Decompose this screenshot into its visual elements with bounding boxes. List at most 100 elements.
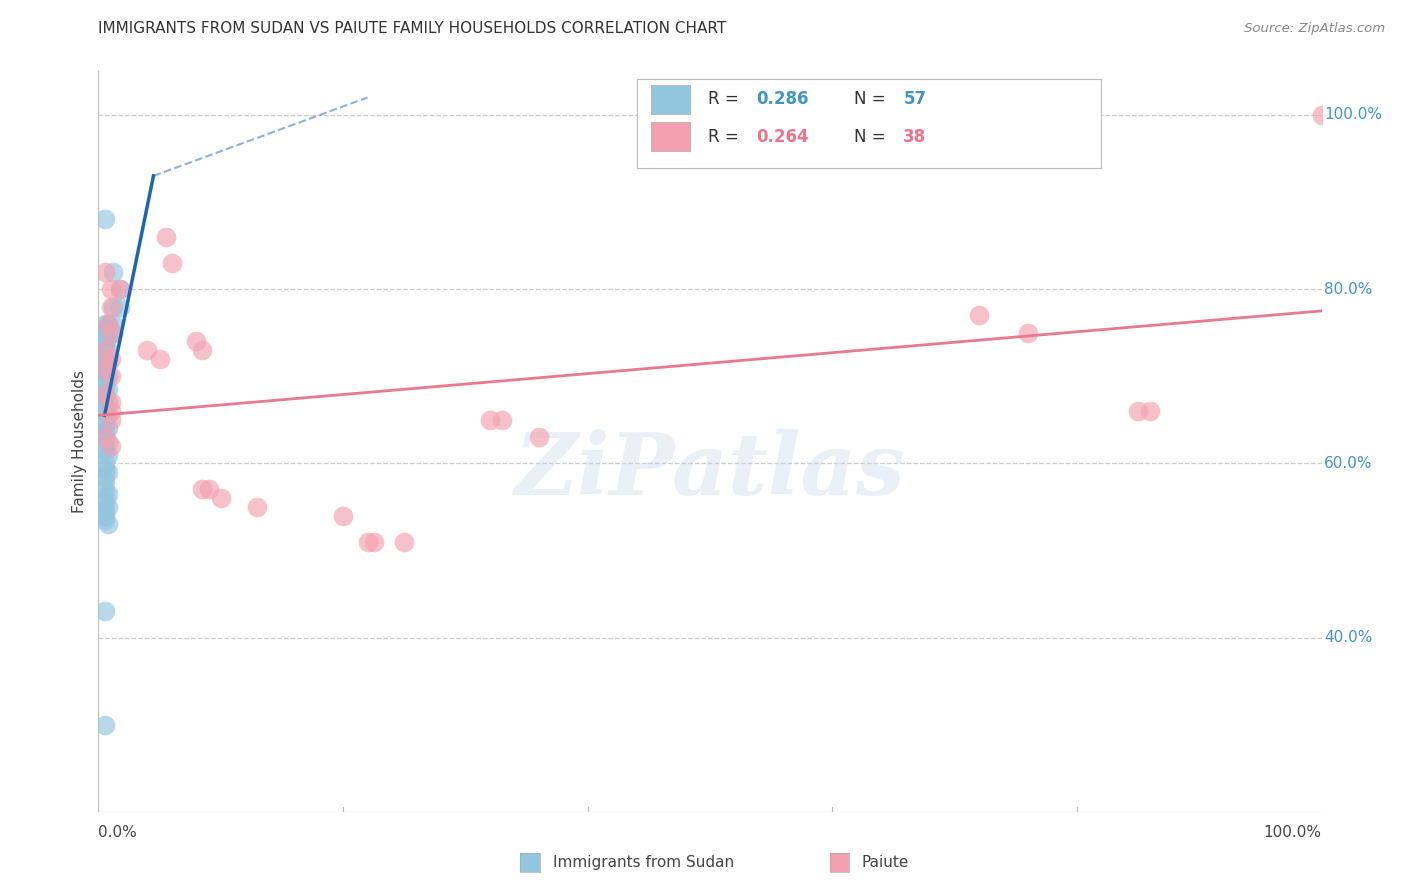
Point (97, 382, 120, 396)
Point (93, 430, 115, 444)
Point (93, 317, 115, 331)
Point (93, 430, 115, 444)
Text: N =: N = (855, 128, 891, 145)
Point (93, 391, 115, 405)
Text: 40.0%: 40.0% (1324, 630, 1372, 645)
Point (101, 317, 124, 331)
Text: 60.0%: 60.0% (1324, 456, 1372, 471)
Point (100, 326, 122, 340)
Point (1128, 404, 1150, 418)
FancyBboxPatch shape (651, 122, 690, 151)
Point (332, 508, 354, 523)
Point (93, 386, 115, 401)
Point (100, 439, 122, 453)
Point (93, 491, 115, 505)
Point (97, 487, 120, 501)
Point (363, 534, 385, 549)
Text: 100.0%: 100.0% (1264, 825, 1322, 839)
Point (155, 230, 177, 244)
Point (93, 360, 115, 375)
Point (136, 343, 159, 357)
Text: IMMIGRANTS FROM SUDAN VS PAIUTE FAMILY HOUSEHOLDS CORRELATION CHART: IMMIGRANTS FROM SUDAN VS PAIUTE FAMILY H… (98, 21, 727, 36)
Point (101, 265, 124, 279)
Point (149, 351, 172, 366)
Point (1017, 326, 1039, 340)
Point (100, 404, 122, 418)
Point (100, 369, 122, 384)
Point (97, 465, 120, 479)
Point (97, 409, 120, 423)
Point (93, 386, 115, 401)
Point (356, 534, 378, 549)
Point (93, 439, 115, 453)
Text: 38: 38 (903, 128, 927, 145)
Point (93, 321, 115, 335)
Point (191, 483, 214, 497)
Point (93, 326, 115, 340)
Text: R =: R = (707, 128, 744, 145)
Point (93, 365, 115, 379)
Text: 0.286: 0.286 (756, 90, 808, 109)
Point (100, 395, 122, 409)
Point (97, 395, 120, 409)
Point (392, 534, 416, 549)
Point (93, 604, 115, 618)
Point (186, 334, 208, 349)
Point (100, 413, 122, 427)
Point (491, 413, 513, 427)
Point (97, 448, 120, 462)
Point (93, 378, 115, 392)
Point (93, 504, 115, 518)
Point (97, 317, 120, 331)
Y-axis label: Family Households: Family Households (72, 370, 87, 513)
Point (101, 326, 124, 340)
Point (93, 339, 115, 353)
Point (97, 317, 120, 331)
Text: 57: 57 (903, 90, 927, 109)
Text: R =: R = (707, 90, 744, 109)
Point (97, 517, 120, 532)
Point (160, 256, 183, 270)
Point (100, 300, 122, 314)
Point (93, 495, 115, 509)
Point (93, 334, 115, 349)
Point (967, 308, 990, 322)
Text: 0.264: 0.264 (756, 128, 808, 145)
Point (93, 404, 115, 418)
Point (209, 491, 232, 505)
Point (97, 369, 120, 384)
Text: Source: ZipAtlas.com: Source: ZipAtlas.com (1244, 22, 1385, 36)
Text: 80.0%: 80.0% (1324, 282, 1372, 297)
Point (97, 421, 120, 435)
Point (97, 500, 120, 514)
Point (93, 351, 115, 366)
Point (191, 343, 214, 357)
Text: N =: N = (855, 90, 891, 109)
Point (93, 425, 115, 440)
Point (93, 374, 115, 388)
Point (110, 282, 132, 296)
Point (93, 417, 115, 431)
Point (100, 351, 122, 366)
Point (97, 321, 120, 335)
Point (93, 400, 115, 414)
Point (93, 343, 115, 357)
Point (197, 483, 219, 497)
Point (93, 456, 115, 470)
Point (100, 282, 122, 296)
Point (93, 413, 115, 427)
Point (246, 500, 269, 514)
Point (93, 508, 115, 523)
Point (93, 356, 115, 370)
Point (110, 282, 132, 296)
Point (110, 300, 132, 314)
Point (101, 300, 124, 314)
Point (97, 356, 120, 370)
Point (93, 212, 115, 227)
Text: 100.0%: 100.0% (1324, 107, 1382, 122)
Point (97, 330, 120, 344)
Point (93, 460, 115, 475)
Point (1310, 108, 1333, 122)
Point (93, 360, 115, 375)
FancyBboxPatch shape (637, 78, 1101, 168)
